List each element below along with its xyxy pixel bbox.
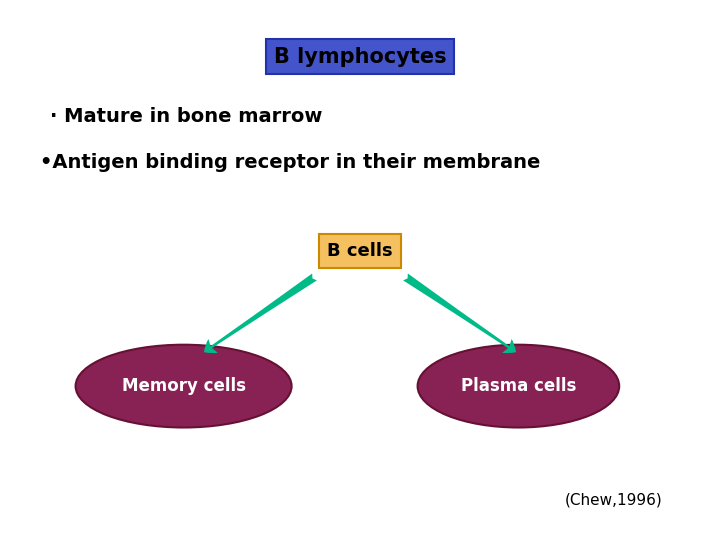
Ellipse shape: [418, 345, 619, 428]
Text: Plasma cells: Plasma cells: [461, 377, 576, 395]
Text: Memory cells: Memory cells: [122, 377, 246, 395]
Text: B cells: B cells: [327, 242, 393, 260]
Text: (Chew,1996): (Chew,1996): [564, 492, 662, 508]
Text: · Mature in bone marrow: · Mature in bone marrow: [50, 106, 323, 126]
Ellipse shape: [76, 345, 292, 428]
Text: B lymphocytes: B lymphocytes: [274, 46, 446, 67]
Text: •Antigen binding receptor in their membrane: •Antigen binding receptor in their membr…: [40, 152, 540, 172]
